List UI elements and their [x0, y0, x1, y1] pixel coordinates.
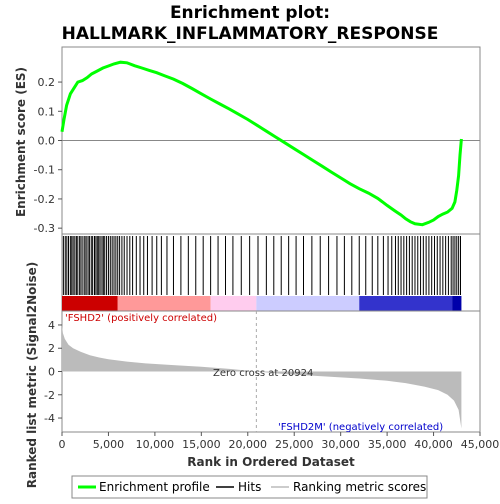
- rank-xtick-label: 45,000: [461, 438, 500, 451]
- metric-ytick-label: -2: [44, 389, 55, 402]
- rank-xtick-label: 20,000: [229, 438, 268, 451]
- enrichment-profile-line: [60, 60, 463, 227]
- metric-ytick-label: 0: [48, 366, 55, 379]
- colorbar-segment: [452, 296, 462, 311]
- rank-xtick-label: 0: [59, 438, 66, 451]
- legend-enrichment-label: Enrichment profile: [99, 480, 210, 494]
- es-ytick-label: -0.3: [34, 222, 55, 235]
- es-axis-ticks: 0.2 0.1 0.0 -0.1 -0.2 -0.3: [34, 76, 62, 235]
- hit-marks: [62, 236, 461, 295]
- zero-cross-label: Zero cross at 20924: [213, 368, 313, 379]
- rank-xtick-label: 15,000: [182, 438, 221, 451]
- metric-ylabel: Ranked list metric (Signal2Noise): [25, 262, 39, 489]
- rank-xtick-label: 40,000: [414, 438, 453, 451]
- es-ytick-label: -0.1: [34, 164, 55, 177]
- metric-axis-ticks: 4 2 0 -2 -4: [44, 319, 62, 425]
- metric-ytick-label: -4: [44, 412, 55, 425]
- rank-xlabel: Rank in Ordered Dataset: [187, 455, 355, 469]
- rank-colorbar: [62, 296, 462, 311]
- colorbar-segment: [256, 296, 360, 311]
- legend-metric-label: Ranking metric scores: [293, 480, 426, 494]
- es-ytick-label: -0.2: [34, 193, 55, 206]
- es-ytick-label: 0.0: [38, 135, 56, 148]
- metric-ytick-label: 4: [48, 319, 55, 332]
- es-ytick-label: 0.1: [38, 105, 56, 118]
- es-ylabel: Enrichment score (ES): [14, 67, 28, 217]
- colorbar-segment: [359, 296, 453, 311]
- chart-title: Enrichment plot:: [170, 3, 330, 23]
- rank-xtick-label: 10,000: [136, 438, 175, 451]
- metric-ytick-label: 2: [48, 342, 55, 355]
- negative-correlation-label: 'FSHD2M' (negatively correlated): [278, 422, 443, 433]
- colorbar-segment: [210, 296, 257, 311]
- legend-hits-label: Hits: [238, 480, 261, 494]
- rank-xtick-label: 25,000: [275, 438, 314, 451]
- positive-correlation-label: 'FSHD2' (positively correlated): [65, 313, 217, 324]
- chart-subtitle: HALLMARK_INFLAMMATORY_RESPONSE: [62, 24, 439, 44]
- colorbar-segment: [62, 296, 118, 311]
- rank-xtick-label: 35,000: [368, 438, 407, 451]
- ranking-metric-area: [62, 325, 462, 429]
- colorbar-segment: [117, 296, 211, 311]
- rank-xtick-label: 5,000: [93, 438, 125, 451]
- rank-axis-ticks: 0 5,000 10,000 15,000 20,000 25,000 30,000 35,0…: [59, 432, 500, 451]
- legend-box: [71, 475, 428, 499]
- rank-xtick-label: 30,000: [321, 438, 360, 451]
- es-ytick-label: 0.2: [38, 76, 56, 89]
